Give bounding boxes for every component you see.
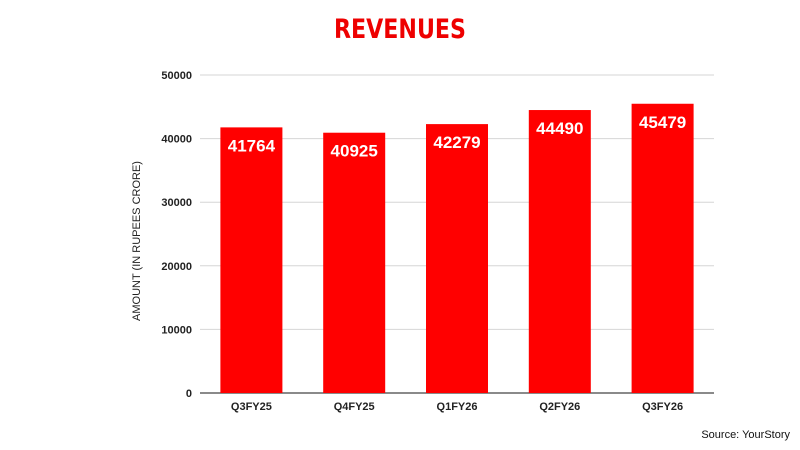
- x-tick-label: Q2FY26: [539, 401, 580, 413]
- bar: [631, 103, 694, 393]
- x-tick-label: Q4FY25: [334, 401, 375, 413]
- x-tick-label: Q3FY25: [231, 401, 272, 413]
- x-tick-label: Q3FY26: [642, 401, 683, 413]
- source-note: Source: YourStory: [701, 429, 790, 441]
- data-label: 42279: [433, 133, 480, 152]
- data-label: 45479: [639, 113, 686, 132]
- y-tick-label: 40000: [161, 134, 192, 146]
- y-tick-label: 30000: [161, 197, 192, 209]
- y-tick-label: 10000: [161, 324, 192, 336]
- data-label: 44490: [536, 119, 583, 138]
- chart-title: REVENUES: [333, 14, 467, 45]
- bar: [220, 127, 283, 394]
- x-tick-label: Q1FY26: [437, 401, 478, 413]
- bar: [323, 132, 386, 394]
- bar: [426, 124, 488, 393]
- data-label: 41764: [228, 136, 276, 155]
- data-label: 40925: [331, 142, 378, 161]
- y-tick-label: 50000: [161, 70, 192, 82]
- bar: [528, 110, 591, 393]
- y-tick-label: 0: [186, 388, 192, 400]
- y-tick-label: 20000: [161, 261, 192, 273]
